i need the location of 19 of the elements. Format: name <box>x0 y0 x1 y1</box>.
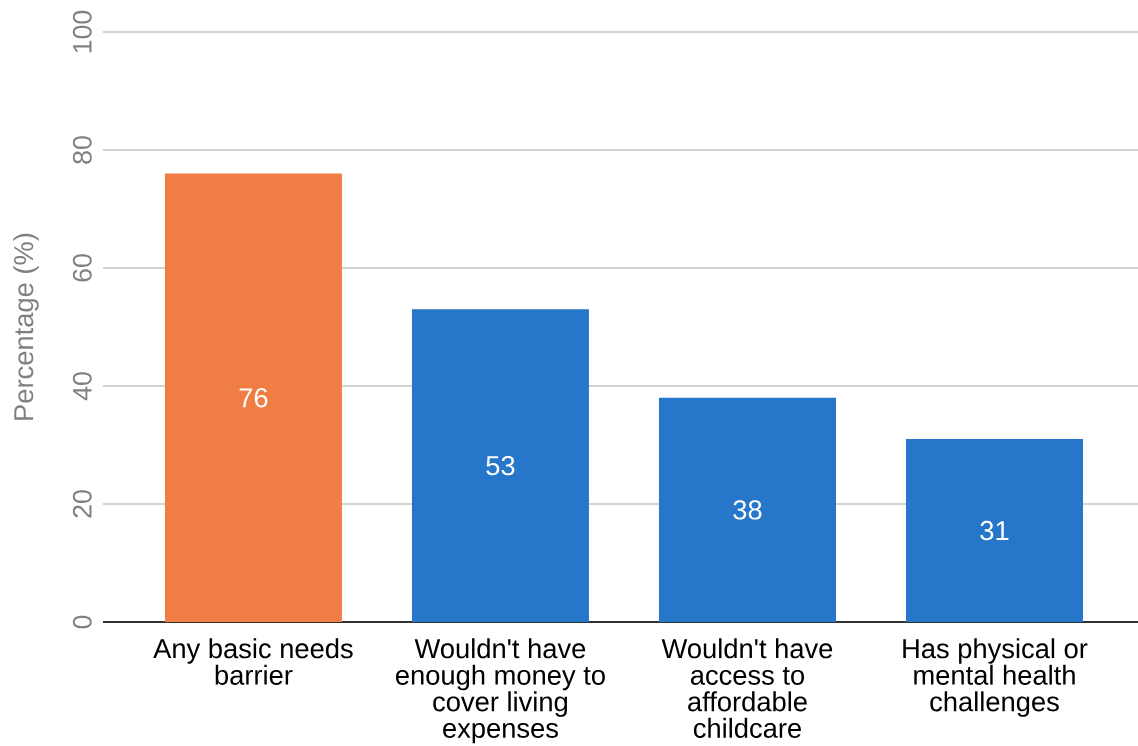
x-tick-label: Any basic needs barrier <box>153 638 353 685</box>
data-label: 76 <box>239 388 268 408</box>
data-label: 31 <box>980 520 1009 541</box>
y-tick-label: 100 <box>72 10 92 53</box>
data-label: 38 <box>733 500 762 520</box>
y-axis-title: Percentage (%) <box>13 233 39 420</box>
bar <box>411 309 589 622</box>
bar <box>164 173 342 622</box>
y-tick-label: 60 <box>72 254 92 282</box>
y-tick-label: 40 <box>72 372 92 401</box>
y-tick-label: 20 <box>72 490 92 518</box>
x-tick-label: Has physical or mental health challenges <box>903 638 1088 717</box>
x-tick-label: Wouldn't have access to affordable childcare <box>661 638 833 738</box>
y-tick-label: 80 <box>72 136 92 164</box>
y-tick-label: 0 <box>72 615 92 629</box>
bar <box>905 439 1083 622</box>
x-tick-label: Wouldn't have enough money to cover living expenses <box>396 638 605 744</box>
bar <box>658 397 836 622</box>
data-label: 53 <box>486 455 515 476</box>
